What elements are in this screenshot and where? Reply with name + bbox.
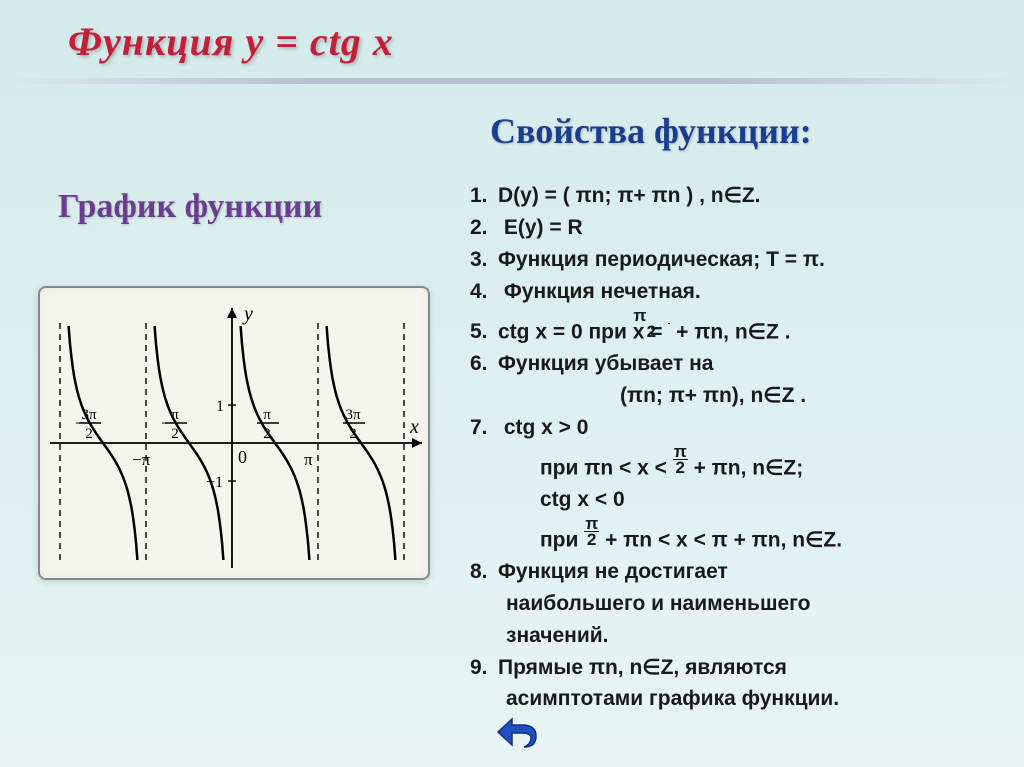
prop-text: Функция нечетная. [498, 280, 701, 303]
svg-text:1: 1 [216, 398, 224, 415]
list-item-sub: при πn < x < π2 + πn, n∈Z; [470, 444, 1000, 484]
graph-svg: yx01−1−3π2−π−π2π2π3π2 [40, 288, 432, 582]
list-item: 1.D(y) = ( πn; π+ πn ) , n∈Z. [470, 180, 1000, 212]
prop-text: Функция убывает на [498, 352, 714, 375]
prop-text: ctg x < 0 [540, 488, 625, 511]
prop-text: при [540, 528, 584, 551]
svg-text:π: π [304, 450, 313, 469]
list-item-sub: при π2 + πn < x < π + πn, n∈Z. [470, 516, 1000, 556]
page-title: Функция y = ctg x [68, 18, 394, 65]
graph-heading: График функции [58, 188, 322, 226]
list-item: 8.Функция не достигает [470, 556, 1000, 588]
cotangent-graph: yx01−1−3π2−π−π2π2π3π2 [38, 286, 430, 580]
back-arrow-icon[interactable] [490, 711, 544, 753]
list-item: 7. ctg x > 0 [470, 412, 1000, 444]
fraction-pi-2: π2 [673, 444, 688, 476]
list-item-sub: значений. [470, 620, 1000, 652]
title-divider [0, 78, 1024, 84]
prop-text: Функция не достигает [498, 560, 728, 583]
list-item-sub: наибольшего и наименьшего [470, 588, 1000, 620]
svg-text:π: π [263, 407, 271, 423]
list-item: 4. Функция нечетная. [470, 276, 1000, 308]
list-item-sub: асимптотами графика функции. [470, 683, 1000, 715]
prop-text: Функция периодическая; T = π. [498, 248, 825, 271]
properties-heading: Свойства функции: [490, 110, 812, 152]
fraction-pi-2: π2 [584, 516, 599, 548]
prop-text: Прямые πn, n∈Z, являются [498, 656, 787, 679]
prop-text: + πn, n∈Z; [688, 456, 803, 479]
svg-text:−π: −π [132, 450, 151, 469]
prop-text: ctg x > 0 [498, 416, 588, 439]
properties-list: 1.D(y) = ( πn; π+ πn ) , n∈Z. 2. E(y) = … [470, 180, 1000, 715]
prop-text: + πn, n∈Z . [670, 320, 790, 343]
list-item-sub: ctg x < 0 [470, 484, 1000, 516]
svg-text:0: 0 [238, 447, 247, 467]
list-item: 2. E(y) = R [470, 212, 1000, 244]
prop-text: асимптотами графика функции. [506, 687, 839, 710]
list-item: 5.ctg x = 0 при x = π2 + πn, n∈Z . [470, 308, 1000, 348]
prop-text: наибольшего и наименьшего [506, 592, 810, 615]
prop-text: D(y) = ( πn; π+ πn ) , n∈Z. [498, 184, 761, 207]
prop-text: значений. [506, 624, 609, 647]
list-item: 3.Функция периодическая; T = π. [470, 244, 1000, 276]
prop-text: (πn; π+ πn), n∈Z . [620, 384, 806, 407]
prop-text: E(y) = R [498, 216, 583, 239]
prop-text: при πn < x < [540, 456, 673, 479]
svg-text:y: y [242, 303, 253, 325]
svg-text:x: x [409, 416, 419, 438]
list-item: 6.Функция убывает на [470, 348, 1000, 380]
list-item: 9.Прямые πn, n∈Z, являются [470, 652, 1000, 684]
prop-text: + πn < x < π + πn, n∈Z. [599, 528, 842, 551]
list-item-sub: (πn; π+ πn), n∈Z . [470, 380, 1000, 412]
